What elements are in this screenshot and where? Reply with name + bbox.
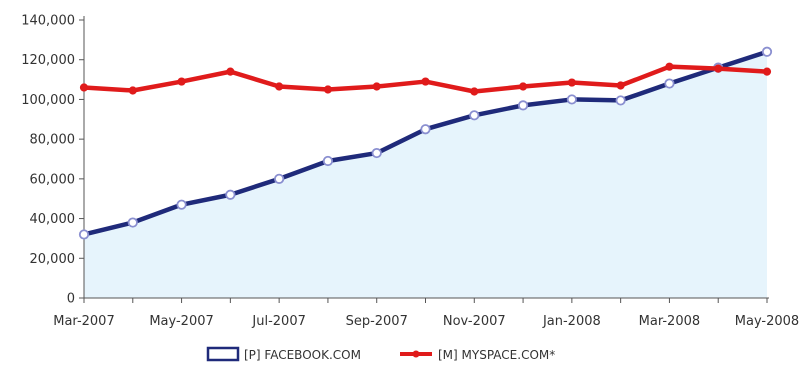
- facebook-data-point: [274, 173, 285, 184]
- x-tick-label: Sep-2007: [346, 314, 408, 329]
- facebook-data-point: [566, 94, 577, 105]
- myspace-data-point: [470, 87, 479, 96]
- x-tick-label: Nov-2007: [443, 314, 506, 329]
- y-tick-label: 140,000: [21, 14, 75, 29]
- y-tick-label: 100,000: [21, 93, 75, 108]
- myspace-data-point: [518, 82, 528, 91]
- facebook-area-fill: [84, 51, 767, 299]
- facebook-data-point: [78, 229, 90, 240]
- y-tick-label: 0: [67, 292, 75, 307]
- x-tick-label: Mar-2007: [53, 314, 114, 329]
- x-tick-label: May-2007: [149, 314, 213, 329]
- myspace-legend-marker: [412, 350, 420, 358]
- y-tick-label: 40,000: [30, 212, 76, 227]
- facebook-data-point: [322, 155, 334, 167]
- myspace-data-point: [567, 78, 576, 87]
- facebook-data-point: [420, 124, 431, 135]
- x-tick-label: May-2008: [735, 314, 799, 329]
- myspace-data-point: [762, 67, 772, 76]
- facebook-data-point: [664, 78, 675, 89]
- x-tick-label: Mar-2008: [639, 314, 700, 329]
- facebook-data-point: [615, 95, 626, 106]
- y-tick-label: 20,000: [30, 252, 76, 267]
- myspace-data-point: [665, 62, 674, 71]
- x-tick-label: Jul-2007: [251, 314, 305, 329]
- myspace-data-point: [714, 64, 723, 73]
- y-tick-label: 60,000: [30, 172, 76, 187]
- myspace-data-point: [128, 86, 137, 95]
- x-tick-label: Jan-2008: [542, 314, 601, 329]
- myspace-data-point: [177, 77, 186, 86]
- myspace-data-point: [275, 82, 284, 91]
- myspace-data-point: [616, 81, 625, 90]
- myspace-legend-label: [M] MYSPACE.COM*: [438, 348, 555, 362]
- facebook-legend-swatch: [206, 346, 240, 362]
- facebook-data-point: [761, 46, 773, 57]
- facebook-data-point: [127, 217, 138, 228]
- myspace-data-point: [421, 77, 430, 86]
- facebook-data-point: [517, 100, 529, 111]
- y-tick-label: 120,000: [21, 53, 75, 68]
- facebook-data-point: [469, 110, 480, 121]
- myspace-data-point: [372, 82, 381, 91]
- facebook-legend-label: [P] FACEBOOK.COM: [244, 348, 361, 362]
- facebook-data-point: [371, 147, 382, 159]
- myspace-data-point: [79, 83, 89, 92]
- myspace-data-point: [226, 67, 235, 76]
- y-tick-label: 80,000: [30, 133, 76, 148]
- facebook-data-point: [176, 199, 187, 210]
- facebook-data-point: [225, 189, 236, 200]
- myspace-data-point: [323, 85, 333, 94]
